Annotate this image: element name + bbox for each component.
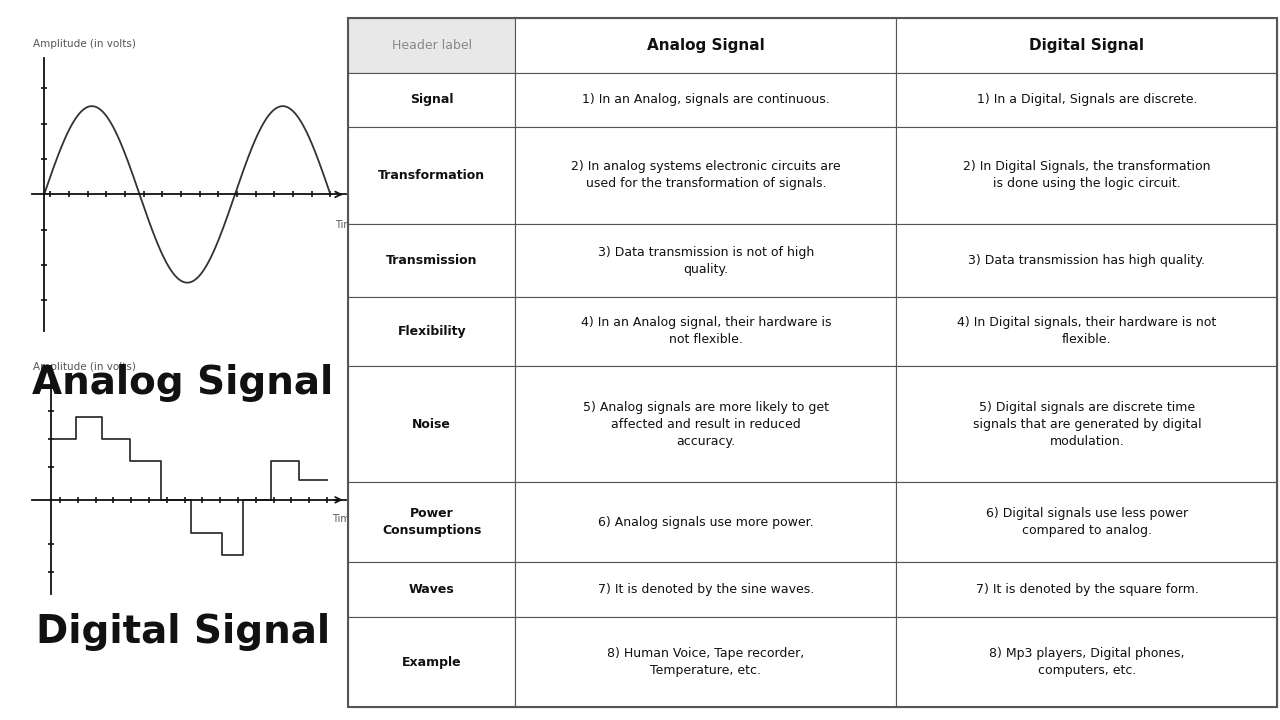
- Bar: [896, 224, 1277, 297]
- Text: 3) Data transmission is not of high
quality.: 3) Data transmission is not of high qual…: [598, 246, 814, 276]
- Bar: [348, 562, 516, 617]
- Text: Amplitude (in volts): Amplitude (in volts): [32, 39, 136, 49]
- Text: 6) Analog signals use more power.: 6) Analog signals use more power.: [598, 516, 814, 528]
- Text: 1) In a Digital, Signals are discrete.: 1) In a Digital, Signals are discrete.: [977, 93, 1197, 107]
- Text: Analog Signal: Analog Signal: [648, 38, 765, 53]
- Text: 5) Analog signals are more likely to get
affected and result in reduced
accuracy: 5) Analog signals are more likely to get…: [582, 400, 829, 448]
- Bar: [516, 297, 896, 366]
- Text: Digital Signal: Digital Signal: [1029, 38, 1144, 53]
- Text: 6) Digital signals use less power
compared to analog.: 6) Digital signals use less power compar…: [986, 507, 1188, 537]
- Bar: [896, 18, 1277, 73]
- Text: 7) It is denoted by the square form.: 7) It is denoted by the square form.: [975, 583, 1198, 596]
- Bar: [896, 562, 1277, 617]
- Bar: [348, 18, 516, 73]
- Text: Noise: Noise: [412, 418, 452, 431]
- Text: 8) Human Voice, Tape recorder,
Temperature, etc.: 8) Human Voice, Tape recorder, Temperatu…: [607, 647, 805, 677]
- Text: 7) It is denoted by the sine waves.: 7) It is denoted by the sine waves.: [598, 583, 814, 596]
- Bar: [516, 73, 896, 127]
- Bar: [348, 366, 516, 482]
- Bar: [896, 297, 1277, 366]
- Text: 2) In analog systems electronic circuits are
used for the transformation of sign: 2) In analog systems electronic circuits…: [571, 161, 841, 191]
- Text: Power
Consumptions: Power Consumptions: [383, 507, 481, 537]
- Text: Transformation: Transformation: [378, 169, 485, 182]
- Text: Waves: Waves: [408, 583, 454, 596]
- Text: 8) Mp3 players, Digital phones,
computers, etc.: 8) Mp3 players, Digital phones, computer…: [989, 647, 1185, 677]
- Text: Transmission: Transmission: [387, 254, 477, 267]
- Text: Header label: Header label: [392, 39, 472, 52]
- Text: 4) In an Analog signal, their hardware is
not flexible.: 4) In an Analog signal, their hardware i…: [581, 316, 831, 346]
- Text: Time (in m: Time (in m: [335, 219, 388, 229]
- Bar: [896, 127, 1277, 224]
- Text: Example: Example: [402, 655, 462, 669]
- Text: Flexibility: Flexibility: [398, 325, 466, 338]
- Text: 1) In an Analog, signals are continuous.: 1) In an Analog, signals are continuous.: [582, 93, 829, 107]
- Text: Digital Signal: Digital Signal: [36, 613, 330, 652]
- Bar: [516, 562, 896, 617]
- Text: 3) Data transmission has high quality.: 3) Data transmission has high quality.: [969, 254, 1206, 267]
- Text: 2) In Digital Signals, the transformation
is done using the logic circuit.: 2) In Digital Signals, the transformatio…: [963, 161, 1211, 191]
- Bar: [516, 617, 896, 707]
- Text: Signal: Signal: [410, 93, 453, 107]
- Text: 5) Digital signals are discrete time
signals that are generated by digital
modul: 5) Digital signals are discrete time sig…: [973, 400, 1201, 448]
- Text: Time (in m: Time (in m: [333, 513, 385, 523]
- Bar: [516, 366, 896, 482]
- Bar: [896, 73, 1277, 127]
- Text: 4) In Digital signals, their hardware is not
flexible.: 4) In Digital signals, their hardware is…: [957, 316, 1216, 346]
- Bar: [348, 127, 516, 224]
- Bar: [896, 617, 1277, 707]
- Bar: [896, 482, 1277, 562]
- Bar: [348, 224, 516, 297]
- Bar: [516, 224, 896, 297]
- Bar: [348, 73, 516, 127]
- Bar: [348, 617, 516, 707]
- Text: Amplitude (in volts): Amplitude (in volts): [33, 362, 136, 372]
- Bar: [348, 482, 516, 562]
- Bar: [348, 18, 1277, 707]
- Bar: [516, 482, 896, 562]
- Bar: [896, 366, 1277, 482]
- Bar: [348, 297, 516, 366]
- Text: Analog Signal: Analog Signal: [32, 364, 334, 402]
- Bar: [516, 127, 896, 224]
- Bar: [516, 18, 896, 73]
